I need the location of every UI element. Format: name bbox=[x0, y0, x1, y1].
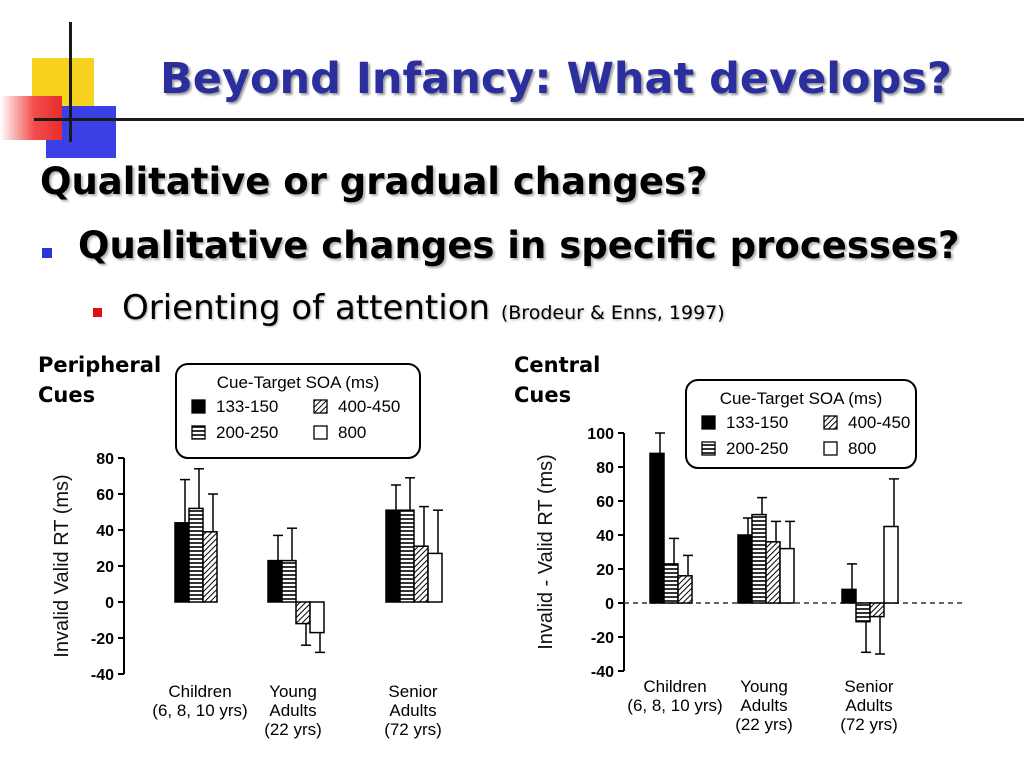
y-tick-label: 0 bbox=[605, 596, 614, 613]
y-tick-label: 20 bbox=[596, 562, 614, 579]
legend-label: 400-450 bbox=[848, 413, 910, 432]
legend-swatch bbox=[701, 415, 716, 430]
bar-200-250 bbox=[751, 513, 767, 604]
x-tick-label: (6, 8, 10 yrs) bbox=[627, 696, 722, 715]
bar-400-450 bbox=[295, 601, 311, 625]
bar-800 bbox=[427, 552, 443, 603]
bullet-square-icon bbox=[42, 248, 52, 258]
bullet-level2-label: Orienting of attention bbox=[122, 288, 491, 328]
y-tick-label: 80 bbox=[596, 460, 614, 477]
legend-label: 800 bbox=[848, 439, 876, 458]
logo-vertical-line bbox=[69, 22, 72, 142]
legend-swatch bbox=[313, 399, 328, 414]
legend-label: 800 bbox=[338, 423, 366, 442]
bullet-square-icon bbox=[93, 308, 102, 317]
bar-200-250 bbox=[281, 559, 297, 603]
y-tick-label: -40 bbox=[591, 664, 614, 681]
bar-400-450 bbox=[413, 545, 429, 603]
bar-400-450 bbox=[202, 531, 218, 603]
bar-133-150 bbox=[385, 509, 401, 603]
panel-label-peripheral: Peripheral Cues bbox=[38, 353, 162, 407]
citation: (Brodeur & Enns, 1997) bbox=[500, 302, 725, 324]
legend-swatch bbox=[823, 415, 838, 430]
y-tick-label: 20 bbox=[96, 559, 114, 576]
y-axis-label: Invalid Valid RT (ms) bbox=[51, 474, 73, 657]
bar-400-450 bbox=[869, 602, 885, 618]
legend-label: 200-250 bbox=[726, 439, 788, 458]
y-tick-label: 80 bbox=[96, 451, 114, 468]
legend-swatch bbox=[191, 425, 206, 440]
bar-133-150 bbox=[841, 588, 857, 604]
central-cues-chart: Invalid - Valid RT (ms) 100 80 60 40 20 0 -20 -4… bbox=[535, 379, 965, 734]
y-tick-label: 100 bbox=[587, 426, 614, 443]
bar-133-150 bbox=[174, 522, 190, 603]
legend-swatch bbox=[701, 441, 716, 456]
x-tick-label: Adults bbox=[389, 701, 436, 720]
y-tick-label: 40 bbox=[596, 528, 614, 545]
legend-title: Cue-Target SOA (ms) bbox=[217, 373, 380, 392]
legend-swatch bbox=[191, 399, 206, 414]
x-tick-label: Adults bbox=[845, 696, 892, 715]
x-tick-label: Adults bbox=[740, 696, 787, 715]
x-tick-label: Adults bbox=[269, 701, 316, 720]
legend-box bbox=[175, 363, 421, 459]
x-tick-label: Young bbox=[269, 682, 317, 701]
legend-label: 133-150 bbox=[216, 397, 278, 416]
legend-label: 200-250 bbox=[216, 423, 278, 442]
legend-swatch bbox=[313, 425, 328, 440]
bullet-level1-text: Qualitative changes in specific processe… bbox=[78, 224, 960, 267]
bar-200-250 bbox=[663, 563, 679, 604]
y-axis-label: Invalid - Valid RT (ms) bbox=[535, 454, 557, 650]
y-tick-label: 60 bbox=[596, 494, 614, 511]
y-tick-label: 0 bbox=[105, 595, 114, 612]
x-tick-label: Children bbox=[168, 682, 231, 701]
x-tick-label: (22 yrs) bbox=[735, 715, 793, 734]
x-tick-label: (72 yrs) bbox=[840, 715, 898, 734]
legend-label: 400-450 bbox=[338, 397, 400, 416]
heading-line: Qualitative or gradual changes? bbox=[40, 160, 708, 203]
bar-800 bbox=[779, 547, 795, 604]
legend-box bbox=[685, 379, 917, 469]
y-tick-label: -40 bbox=[91, 667, 114, 684]
bar-200-250 bbox=[855, 602, 871, 623]
x-tick-label: (6, 8, 10 yrs) bbox=[152, 701, 247, 720]
x-tick-label: Senior bbox=[844, 677, 893, 696]
y-tick-label: -20 bbox=[591, 630, 614, 647]
slide-title: Beyond Infancy: What develops? bbox=[160, 54, 952, 104]
bar-400-450 bbox=[677, 575, 693, 604]
bar-133-150 bbox=[267, 559, 283, 603]
x-tick-label: (72 yrs) bbox=[384, 720, 442, 739]
x-tick-label: (22 yrs) bbox=[264, 720, 322, 739]
title-underline bbox=[34, 118, 1024, 121]
bar-800 bbox=[309, 601, 325, 634]
bar-200-250 bbox=[399, 509, 415, 603]
y-tick-label: 40 bbox=[96, 523, 114, 540]
legend-label: 133-150 bbox=[726, 413, 788, 432]
panel-label-central: Central Cues bbox=[514, 353, 601, 407]
x-tick-label: Children bbox=[643, 677, 706, 696]
bullet-level2-text: Orienting of attention (Brodeur & Enns, … bbox=[122, 288, 725, 328]
legend-title: Cue-Target SOA (ms) bbox=[720, 389, 883, 408]
bar-133-150 bbox=[649, 452, 665, 604]
bar-200-250 bbox=[188, 507, 204, 603]
bar-400-450 bbox=[765, 541, 781, 604]
bar-133-150 bbox=[737, 534, 753, 604]
x-tick-label: Senior bbox=[388, 682, 437, 701]
bar-800 bbox=[883, 525, 899, 604]
peripheral-cues-chart: Invalid Valid RT (ms) 80 60 40 20 0 -20 -40 Chil… bbox=[51, 363, 443, 739]
legend-swatch bbox=[823, 441, 838, 456]
x-tick-label: Young bbox=[740, 677, 788, 696]
y-tick-label: -20 bbox=[91, 631, 114, 648]
y-tick-label: 60 bbox=[96, 487, 114, 504]
